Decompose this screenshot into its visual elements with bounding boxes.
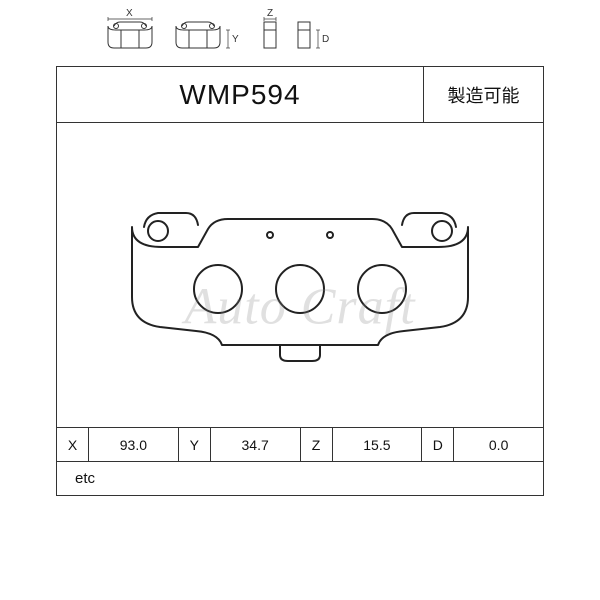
legend-label-d: D (322, 34, 329, 45)
pad-edge-d-icon (296, 18, 314, 52)
dim-key-x: X (57, 428, 89, 461)
pad-edge-z-icon (262, 18, 280, 52)
brake-pad-diagram (100, 185, 500, 365)
product-status: 製造可能 (423, 67, 543, 122)
dim-val-y: 34.7 (211, 428, 301, 461)
dim-val-z: 15.5 (333, 428, 423, 461)
dim-key-d: D (422, 428, 454, 461)
dim-key-y: Y (179, 428, 211, 461)
etc-row: etc (57, 461, 543, 495)
product-card: WMP594 製造可能 (56, 66, 544, 496)
card-body (57, 123, 543, 427)
pad-side-icon (172, 18, 224, 52)
legend-item-y: Y (172, 18, 224, 52)
dimensions-row: X 93.0 Y 34.7 Z 15.5 D 0.0 (57, 427, 543, 461)
etc-label: etc (75, 470, 95, 487)
product-code: WMP594 (57, 67, 423, 122)
dim-val-x: 93.0 (89, 428, 179, 461)
dim-key-z: Z (301, 428, 333, 461)
legend-label-y: Y (232, 34, 239, 45)
dim-val-d: 0.0 (454, 428, 543, 461)
pad-front-icon (104, 18, 156, 52)
legend-item-d: D (296, 18, 314, 52)
page: X Y (0, 0, 600, 600)
dimension-legend: X Y (104, 18, 314, 52)
card-header: WMP594 製造可能 (57, 67, 543, 123)
legend-item-z: Z (262, 18, 280, 52)
legend-item-x: X (104, 18, 156, 52)
